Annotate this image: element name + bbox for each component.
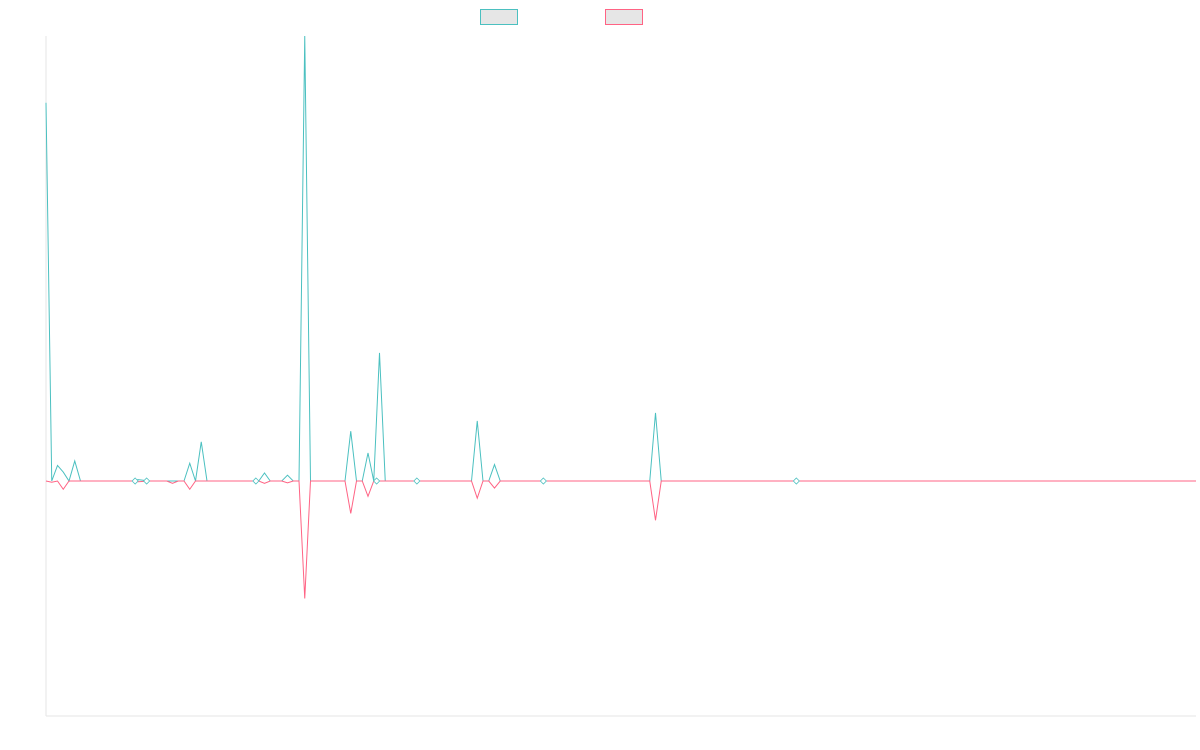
legend-swatch-series-1[interactable]: [480, 9, 518, 25]
baseline-marker-4: [373, 477, 381, 485]
marker-layer: [131, 477, 800, 485]
baseline-marker-7: [792, 477, 800, 485]
series-line-2: [45, 480, 1196, 599]
legend-swatch-series-2[interactable]: [605, 9, 643, 25]
baseline-marker-3: [252, 477, 260, 485]
series-layer: [45, 35, 1196, 599]
baseline-marker-5: [413, 477, 421, 485]
series-line-1: [45, 35, 1196, 483]
baseline-marker-6: [539, 477, 547, 485]
baseline-marker-1: [131, 477, 139, 485]
baseline-marker-2: [143, 477, 151, 485]
